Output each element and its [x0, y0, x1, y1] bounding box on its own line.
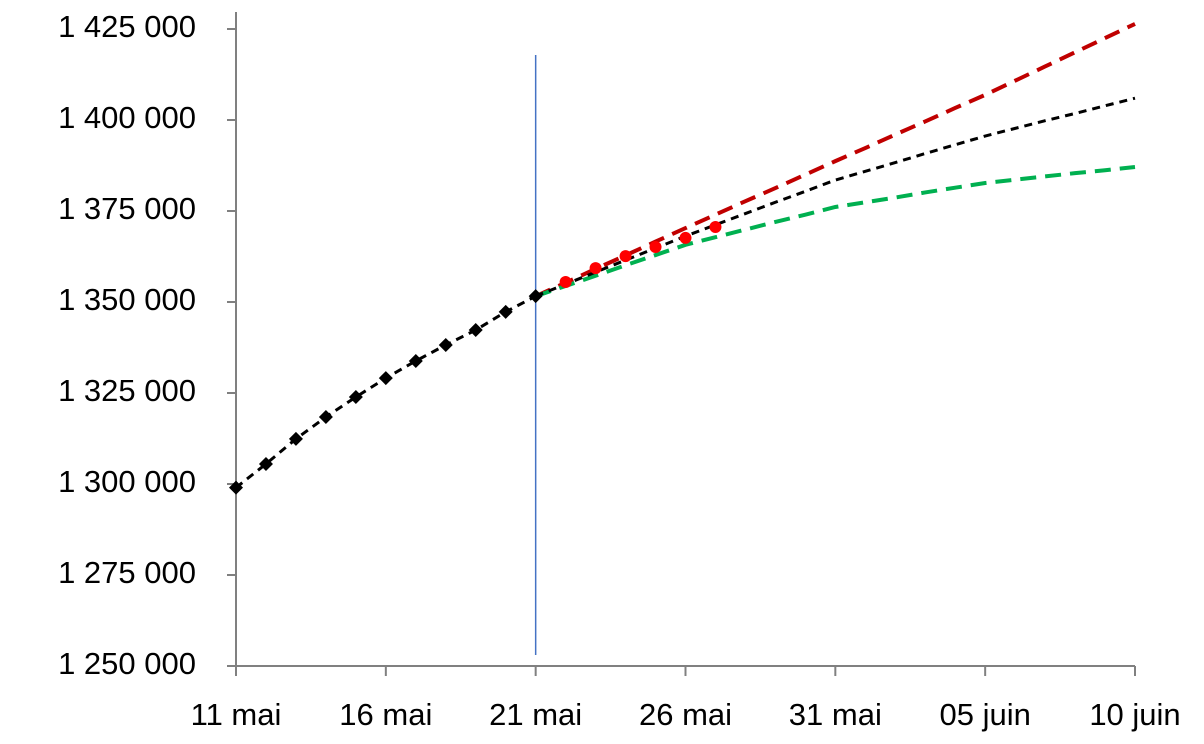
x-tick-label: 11 mai — [191, 697, 282, 732]
point-marker — [408, 353, 423, 368]
point-marker — [229, 480, 243, 495]
point-marker — [498, 304, 513, 319]
x-tick-label: 26 mai — [639, 697, 732, 732]
point-marker — [679, 231, 692, 244]
y-tick-label: 1 325 000 — [58, 373, 196, 408]
y-tick-label: 1 300 000 — [58, 464, 196, 499]
point-marker — [378, 371, 393, 386]
point-marker — [649, 241, 662, 254]
x-tick-label: 31 mai — [789, 697, 882, 732]
y-tick-label: 1 350 000 — [58, 282, 196, 317]
y-tick-label: 1 275 000 — [58, 555, 196, 590]
x-tick-label: 21 mai — [489, 697, 582, 732]
point-marker — [288, 431, 303, 446]
x-tick-label: 16 mai — [339, 697, 432, 732]
x-tick-label: 10 juin — [1089, 697, 1180, 732]
point-marker — [589, 262, 602, 275]
series-line — [535, 164, 1136, 299]
y-tick-label: 1 400 000 — [58, 100, 196, 135]
point-marker — [468, 323, 483, 338]
point-marker — [318, 410, 333, 425]
point-marker — [528, 289, 543, 304]
point-marker — [348, 390, 363, 405]
point-marker — [709, 221, 722, 234]
series-line — [534, 22, 1136, 299]
y-tick-label: 1 250 000 — [58, 646, 196, 681]
series-line — [535, 96, 1136, 298]
point-marker — [559, 275, 572, 288]
y-tick-label: 1 425 000 — [58, 9, 196, 44]
point-marker — [438, 337, 453, 352]
point-marker — [619, 250, 632, 263]
point-marker — [258, 456, 273, 471]
series-line — [235, 294, 537, 489]
x-tick-label: 05 juin — [939, 697, 1030, 732]
y-tick-label: 1 375 000 — [58, 191, 196, 226]
